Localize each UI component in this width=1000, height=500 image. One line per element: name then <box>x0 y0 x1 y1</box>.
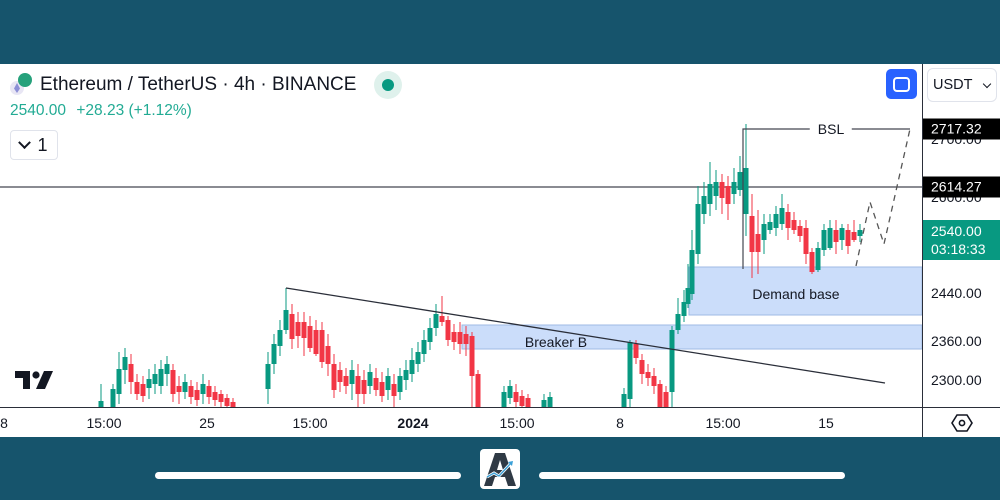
tradingview-logo[interactable] <box>15 371 53 396</box>
collapse-indicators-button[interactable]: 1 <box>10 130 58 160</box>
price-axis-label: 2360.00 <box>931 333 982 349</box>
chevron-down-icon <box>983 79 992 88</box>
market-status-icon[interactable] <box>374 71 403 99</box>
legend-price-row: 2540.00 +28.23 (+1.12%) <box>10 102 402 124</box>
left-decorative-bar <box>155 472 461 479</box>
bsl-line[interactable] <box>742 128 910 269</box>
settings-hexagon-icon <box>950 413 973 432</box>
time-axis-label: 8 <box>616 415 624 431</box>
time-axis-label: 25 <box>199 415 215 431</box>
candlestick-chart[interactable] <box>0 64 922 407</box>
time-axis-label: 15:00 <box>705 415 741 431</box>
chart-settings-button[interactable] <box>922 407 1000 437</box>
currency-value: USDT <box>933 77 973 93</box>
symbol-title[interactable]: Ethereum / TetherUS · 4h · BINANCE <box>40 74 357 95</box>
zone-rectangle[interactable] <box>461 324 922 350</box>
price-axis-label: 2300.00 <box>931 372 982 388</box>
time-axis-label: 2024 <box>397 415 429 431</box>
letter-a-chart-logo-icon <box>484 453 516 486</box>
zone-label[interactable]: Breaker B <box>524 334 588 350</box>
zone-rectangle[interactable] <box>688 266 922 316</box>
right-decorative-bar <box>539 472 845 479</box>
tradingview-chart-widget: Ethereum / TetherUS · 4h · BINANCE 2540.… <box>0 64 1000 437</box>
indicator-count: 1 <box>37 134 48 155</box>
last-price: 2540.00 <box>10 102 67 119</box>
bar-countdown: 03:18:33 <box>931 241 986 257</box>
price-axis-label: 2440.00 <box>931 285 982 301</box>
chart-pane[interactable]: Ethereum / TetherUS · 4h · BINANCE 2540.… <box>0 64 922 407</box>
chevron-down-icon <box>18 135 32 149</box>
currency-select[interactable]: USDT <box>927 68 997 102</box>
eth-usdt-pair-icon <box>10 73 36 97</box>
price-axis[interactable]: 2700.002600.002440.002360.002300.002717.… <box>922 64 1000 407</box>
projected-path[interactable] <box>855 128 911 267</box>
time-axis-label: 15:00 <box>292 415 328 431</box>
time-axis-label: 15 <box>818 415 834 431</box>
fullscreen-icon <box>893 76 910 92</box>
time-axis-label: 8 <box>0 415 8 431</box>
symbol-legend: Ethereum / TetherUS · 4h · BINANCE 2540.… <box>10 71 403 160</box>
descending-trendline[interactable] <box>285 287 886 384</box>
price-change: +28.23 (+1.12%) <box>76 102 192 119</box>
price-level-tag: 2717.32 <box>923 118 1000 140</box>
fullscreen-button[interactable] <box>886 69 917 99</box>
time-axis-label: 15:00 <box>499 415 535 431</box>
price-level-tag: 2614.27 <box>923 176 1000 198</box>
legend-title-row: Ethereum / TetherUS · 4h · BINANCE <box>10 71 403 99</box>
frame-top <box>0 0 1000 64</box>
time-axis-label: 15:00 <box>86 415 122 431</box>
zone-label[interactable]: Demand base <box>752 286 840 302</box>
brand-logo <box>480 449 520 489</box>
current-price-tag: 2540.00 03:18:33 <box>923 220 1000 260</box>
bsl-label[interactable]: BSL <box>809 121 853 137</box>
current-price: 2540.00 <box>931 223 982 239</box>
time-axis[interactable]: 8 15:00 25 15:00 2024 15:00 8 15:00 15 <box>0 407 922 437</box>
